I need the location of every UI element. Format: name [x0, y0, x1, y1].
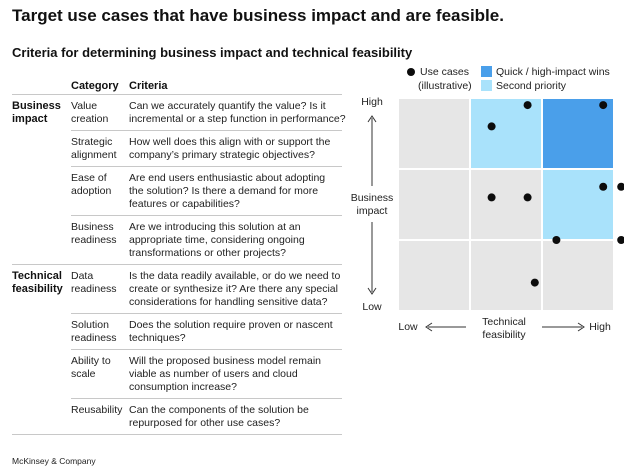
table-row-criteria: repurposed for other use cases? [129, 417, 281, 429]
table-bottom-divider [12, 434, 342, 435]
table-row-criteria: Will the proposed business model remain [129, 355, 322, 367]
group-label: impact [12, 113, 48, 125]
table-header-divider [12, 94, 342, 95]
matrix-cell-2-2 [471, 170, 541, 239]
matrix-cell-1-2 [399, 170, 469, 239]
use-case-dot-6 [599, 182, 608, 191]
page-title: Target use cases that have business impa… [12, 6, 504, 25]
table-row-category: readiness [71, 283, 117, 295]
legend-quick-wins-swatch [481, 66, 492, 77]
table-row-criteria: Is the data readily available, or do we … [129, 270, 341, 282]
x-axis-label-1: Technical [482, 316, 526, 328]
y-axis-arrow-down-head [367, 287, 377, 295]
footer-brand: McKinsey & Company [12, 456, 96, 466]
group-label: Business [12, 100, 61, 112]
table-row-category: Solution [71, 319, 109, 331]
y-axis-high-label: High [361, 96, 383, 108]
matrix-cell-3-3 [543, 99, 613, 168]
table-row-criteria: techniques? [129, 332, 186, 344]
table-row-criteria: Does the solution require proven or nasc… [129, 319, 333, 331]
row-divider [71, 215, 342, 216]
group-label: Technical [12, 270, 62, 282]
table-row-criteria: the solution? Is there a demand for more [129, 185, 319, 197]
table-row-criteria: Are end users enthusiastic about adoptin… [129, 172, 326, 184]
matrix-cell-1-1 [399, 241, 469, 310]
legend-second-priority-label: Second priority [496, 80, 567, 92]
use-case-dot-5 [523, 193, 532, 202]
table-row-criteria: consumption increase? [129, 381, 237, 393]
use-case-dot-2 [523, 101, 532, 110]
matrix-cell-3-1 [543, 241, 613, 310]
matrix-cell-3-2 [543, 170, 613, 239]
y-axis-label-2: impact [356, 205, 388, 217]
matrix-cell-1-3 [399, 99, 469, 168]
table-row-category: creation [71, 113, 109, 125]
legend-quick-wins-label: Quick / high-impact wins [496, 66, 610, 78]
legend-second-priority-swatch [481, 80, 492, 91]
table-row-category: Business [71, 221, 114, 233]
y-axis-label-1: Business [350, 192, 394, 204]
row-divider [71, 398, 342, 399]
table-row-criteria: features or capabilities? [129, 198, 240, 210]
table-row-criteria: Can the components of the solution be [129, 404, 309, 416]
table-row-criteria: Are we introducing this solution at an [129, 221, 301, 233]
table-row-criteria: Can we accurately quantify the value? Is… [129, 100, 326, 112]
table-row-criteria: viable as number of users and cloud [129, 368, 298, 380]
table-row-category: Reusability [71, 404, 123, 416]
table-row-category: Ability to [71, 355, 111, 367]
table-row-criteria: How well does this align with or support… [129, 136, 331, 148]
use-case-dot-8 [552, 236, 561, 244]
use-case-dot-7 [617, 182, 624, 191]
table-row-category: Value [71, 100, 98, 112]
use-case-dot-1 [487, 122, 496, 131]
legend-use-cases-label-1: Use cases [420, 66, 470, 78]
matrix-cell-2-3 [471, 99, 541, 168]
table-row-criteria: considerations for handling sensitive da… [129, 296, 328, 308]
table-row-category: readiness [71, 332, 117, 344]
x-axis-high-label: High [589, 321, 611, 333]
section-subtitle: Criteria for determining business impact… [12, 45, 413, 60]
group-divider [12, 264, 342, 265]
row-divider [71, 166, 342, 167]
table-row-criteria: incremental or a step function in perfor… [129, 113, 346, 125]
table-row-category: Data [71, 270, 94, 282]
legend-use-cases-marker [407, 68, 415, 76]
table-row-category: readiness [71, 234, 117, 246]
x-axis-arrow-right-head [577, 322, 585, 332]
legend-use-cases-label-2: (illustrative) [418, 80, 472, 92]
x-axis-low-label: Low [398, 321, 418, 333]
use-case-dot-3 [599, 101, 608, 110]
table-row-criteria: create or synthesize it? Are there any s… [129, 283, 338, 295]
table-row-criteria: company’s primary strategic objectives? [129, 149, 315, 161]
table-row-criteria: appropriate time, considering ongoing [129, 234, 305, 246]
x-axis-arrow-left-head [425, 322, 433, 332]
table-row-category: alignment [71, 149, 117, 161]
table-header-criteria: Criteria [129, 80, 168, 92]
row-divider [71, 313, 342, 314]
row-divider [71, 349, 342, 350]
y-axis-low-label: Low [362, 301, 382, 313]
table-row-criteria: transformations or other projects? [129, 247, 286, 259]
use-case-dot-4 [487, 193, 496, 202]
table-row-category: Strategic [71, 136, 113, 148]
table-row-category: scale [71, 368, 96, 380]
y-axis-arrow-up-head [367, 115, 377, 123]
matrix-cell-2-1 [471, 241, 541, 310]
use-case-dot-9 [617, 236, 624, 244]
table-row-category: Ease of [71, 172, 107, 184]
table-row-category: adoption [71, 185, 112, 197]
x-axis-label-2: feasibility [482, 329, 526, 341]
group-label: feasibility [12, 283, 63, 295]
row-divider [71, 130, 342, 131]
use-case-dot-10 [530, 278, 539, 287]
table-header-category: Category [71, 80, 119, 92]
